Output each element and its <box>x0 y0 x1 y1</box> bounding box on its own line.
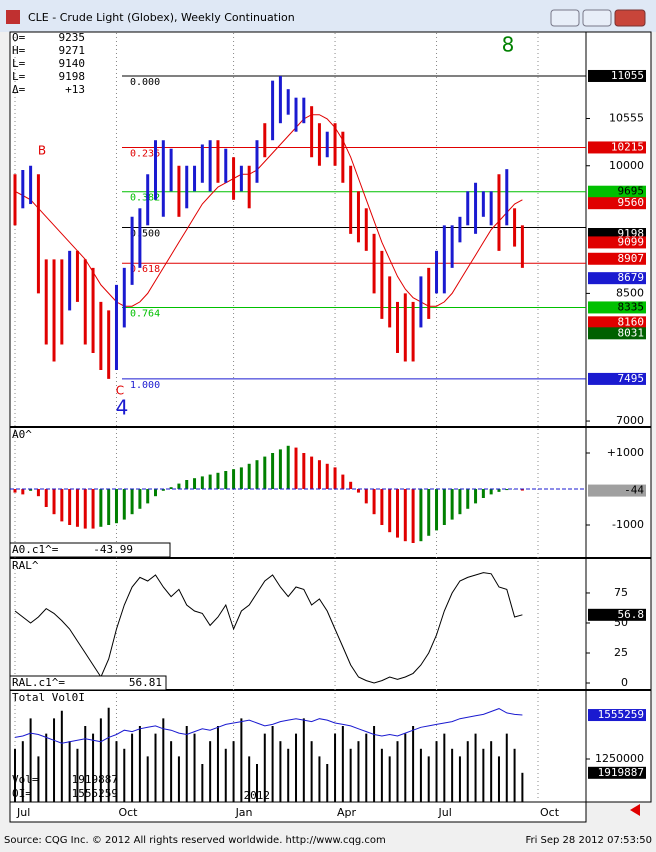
value-tag-label: 1919887 <box>598 766 644 779</box>
app-icon <box>6 10 20 24</box>
ral-line <box>14 572 523 684</box>
value-tag-label: -44 <box>624 484 644 497</box>
y-tick-label: 75 <box>614 586 628 599</box>
readout-name: RAL.c1^= <box>12 676 65 689</box>
x-tick-label: Apr <box>337 806 357 819</box>
y-tick-label: 25 <box>614 646 628 659</box>
wave-label: 4 <box>116 396 129 420</box>
value-tag-label: 7495 <box>618 372 645 385</box>
x-tick-label: Jul <box>16 806 30 819</box>
value-tag-label: 8679 <box>618 271 645 284</box>
minimize-button[interactable] <box>550 9 580 27</box>
readout-name: Δ= <box>12 83 26 96</box>
value-tag-label: 1555259 <box>598 708 644 721</box>
readout-value: 56.81 <box>129 676 162 689</box>
value-tag-label: 10215 <box>611 140 644 153</box>
y-tick-label: 7000 <box>616 414 644 427</box>
value-tag-label: 11055 <box>611 69 644 82</box>
readout-value: 9198 <box>59 70 86 83</box>
value-tag-label: 56.8 <box>618 608 645 621</box>
window-title: CLE - Crude Light (Globex), Weekly Conti… <box>28 11 295 24</box>
y-tick-label: 1250000 <box>595 752 644 765</box>
timestamp: Fri Sep 28 2012 07:53:50 <box>525 835 652 846</box>
value-tag <box>588 236 646 249</box>
y-tick-label: 8500 <box>616 286 644 299</box>
value-tag <box>588 608 646 621</box>
value-tag-label: 8335 <box>618 300 645 313</box>
fib-label: 0.000 <box>130 77 160 88</box>
panel-label: RAL^ <box>12 559 39 572</box>
maximize-button[interactable] <box>582 9 612 27</box>
time-axis <box>9 801 587 823</box>
footer <box>0 830 656 848</box>
value-tag-label: 9560 <box>618 196 645 209</box>
value-tag <box>588 69 646 82</box>
value-tag <box>588 185 646 198</box>
readout-value: 9235 <box>59 31 86 44</box>
fib-label: 1.000 <box>130 380 160 391</box>
panel-label: Total Vol0I <box>12 691 85 704</box>
title-bar <box>0 0 656 32</box>
value-tag <box>588 316 646 329</box>
value-tag <box>588 372 646 385</box>
panel-label: A0^ <box>12 428 32 441</box>
readout-name: A0.c1^= <box>12 543 59 556</box>
value-tag <box>588 327 646 340</box>
value-tag <box>588 141 646 154</box>
x-tick-label: Oct <box>118 806 138 819</box>
price-axis <box>585 31 652 803</box>
value-tag-label: 8160 <box>618 315 645 328</box>
y-tick-label: +1000 <box>607 446 644 459</box>
oi-line <box>14 708 523 744</box>
value-tag <box>588 766 646 779</box>
value-tag <box>588 197 646 210</box>
y-tick-label: -1000 <box>612 518 644 531</box>
value-tag-label: 8031 <box>618 326 645 339</box>
readout-value: 9140 <box>59 57 86 70</box>
fib-label: 0.382 <box>130 193 160 204</box>
readout-value: +13 <box>65 83 85 96</box>
value-tag <box>588 301 646 314</box>
readout-name: L= <box>12 70 26 83</box>
wave-label: B <box>38 144 46 158</box>
y-tick-label: 10555 <box>609 112 644 125</box>
value-tag <box>588 484 646 497</box>
source-note: Source: CQG Inc. © 2012 All rights reser… <box>4 835 386 846</box>
x-tick-label: Oct <box>540 806 560 819</box>
x-tick-label: Jul <box>438 806 452 819</box>
readout-value: -43.99 <box>93 543 133 556</box>
value-tag <box>588 272 646 285</box>
readout-name: L= <box>12 57 26 70</box>
x-tick-label: Jan <box>235 806 253 819</box>
readout-value: 1555259 <box>72 787 118 800</box>
value-tag-label: 8907 <box>618 252 645 265</box>
fib-label: 0.618 <box>130 264 160 275</box>
readout-value: 9271 <box>59 44 86 57</box>
wave-label: C <box>116 384 124 398</box>
readout-name: Vol= <box>12 773 39 786</box>
readout-box <box>9 542 171 558</box>
readout-value: 1919887 <box>72 773 118 786</box>
value-tag <box>588 709 646 722</box>
y-tick-label: 0 <box>621 676 628 689</box>
value-tag <box>588 252 646 265</box>
value-tag-label: 9695 <box>618 185 645 198</box>
fib-label: 0.764 <box>130 308 160 319</box>
readout-name: OI= <box>12 787 32 800</box>
moving-average <box>14 114 523 307</box>
scroll-arrow[interactable] <box>630 804 640 816</box>
value-tag-label: 9099 <box>618 235 645 248</box>
readout-name: O= <box>12 31 26 44</box>
readout-box <box>9 675 167 691</box>
fib-label: 0.236 <box>130 148 160 159</box>
readout-name: H= <box>12 44 26 57</box>
fib-label: 0.500 <box>130 228 160 239</box>
y-tick-label: 10000 <box>609 159 644 172</box>
plot-area <box>9 31 587 803</box>
close-button[interactable] <box>614 9 646 27</box>
wave-label: 8 <box>502 33 515 57</box>
